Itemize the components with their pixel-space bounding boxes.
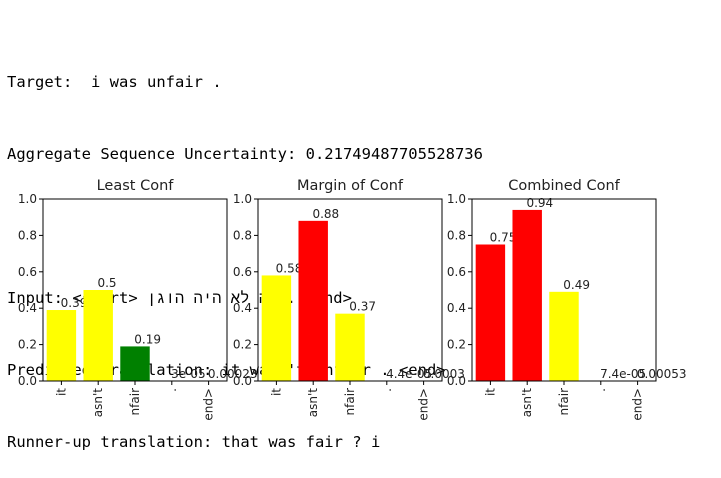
bar — [476, 245, 505, 382]
data-label: 0.94 — [526, 196, 553, 210]
y-tick-label: 0.6 — [447, 265, 466, 279]
bar — [83, 290, 112, 381]
data-label: 0.5 — [97, 276, 116, 290]
y-tick-label: 1.0 — [447, 192, 466, 206]
chart-1: Least Conf 0.0 0.2 0.4 0.6 0.8 1.0 0.39 it 0.5 asn… — [18, 178, 258, 421]
chart-title: Combined Conf — [508, 178, 620, 194]
bar — [549, 292, 578, 381]
data-label: 0.39 — [61, 296, 88, 310]
x-tick-label: asn't — [520, 388, 534, 418]
target-label: Target: — [7, 73, 72, 91]
x-tick-label: . — [594, 388, 608, 392]
y-tick-label: 0.8 — [233, 228, 252, 242]
x-tick-label: it — [54, 388, 68, 396]
x-tick-label: asn't — [91, 388, 105, 418]
uncertainty-label: Aggregate Sequence Uncertainty: — [7, 145, 296, 163]
chart-title: Margin of Conf — [297, 178, 404, 194]
y-tick-label: 0.6 — [233, 265, 252, 279]
chart-title: Least Conf — [97, 178, 175, 194]
data-label: 0.58 — [276, 261, 303, 275]
y-tick-label: 0.8 — [18, 228, 37, 242]
bar — [47, 310, 76, 381]
y-tick-label: 0.4 — [18, 301, 37, 315]
x-tick-label: . — [380, 388, 394, 392]
uncertainty-line: Aggregate Sequence Uncertainty: 0.217494… — [7, 142, 483, 166]
y-tick-label: 0.8 — [447, 228, 466, 242]
chart-2: Margin of Conf 0.0 0.2 0.4 0.6 0.8 1.0 0.58 it 0.… — [233, 178, 465, 421]
x-tick-label: . — [165, 388, 179, 392]
x-tick-label: end> — [202, 388, 216, 421]
bar — [298, 221, 327, 381]
y-tick-label: 0.2 — [18, 338, 37, 352]
y-tick-label: 0.0 — [18, 374, 37, 388]
data-label: 0.19 — [134, 332, 161, 346]
charts-figure: Least Conf 0.0 0.2 0.4 0.6 0.8 1.0 0.39 it 0.5 asn… — [0, 170, 721, 453]
target-value: i was unfair . — [91, 73, 222, 91]
data-label: 0.00053 — [637, 367, 687, 381]
uncertainty-value: 0.21749487705528736 — [306, 145, 483, 163]
target-line: Target: i was unfair . — [7, 70, 483, 94]
chart-3: Combined Conf 0.0 0.2 0.4 0.6 0.8 1.0 0.75 it 0.9… — [447, 178, 687, 421]
y-tick-label: 1.0 — [18, 192, 37, 206]
data-label: 0.75 — [490, 231, 517, 245]
x-tick-label: end> — [631, 388, 645, 421]
y-tick-label: 0.0 — [447, 374, 466, 388]
y-tick-label: 0.0 — [233, 374, 252, 388]
data-label: 0.88 — [312, 207, 339, 221]
bar — [120, 346, 149, 381]
bar — [262, 275, 291, 381]
x-tick-label: nfair — [128, 388, 142, 416]
data-label: 0.49 — [563, 278, 590, 292]
x-tick-label: nfair — [557, 388, 571, 416]
y-tick-label: 0.4 — [233, 301, 252, 315]
y-tick-label: 0.4 — [447, 301, 466, 315]
data-label: 0.37 — [349, 300, 376, 314]
x-tick-label: nfair — [343, 388, 357, 416]
x-tick-label: asn't — [306, 388, 320, 418]
x-tick-label: it — [269, 388, 283, 396]
y-tick-label: 1.0 — [233, 192, 252, 206]
y-tick-label: 0.2 — [233, 338, 252, 352]
bar — [512, 210, 541, 381]
x-tick-label: end> — [417, 388, 431, 421]
y-tick-label: 0.2 — [447, 338, 466, 352]
y-tick-label: 0.6 — [18, 265, 37, 279]
bar — [335, 314, 364, 381]
data-label: 3e-05 — [171, 367, 206, 381]
x-tick-label: it — [483, 388, 497, 396]
